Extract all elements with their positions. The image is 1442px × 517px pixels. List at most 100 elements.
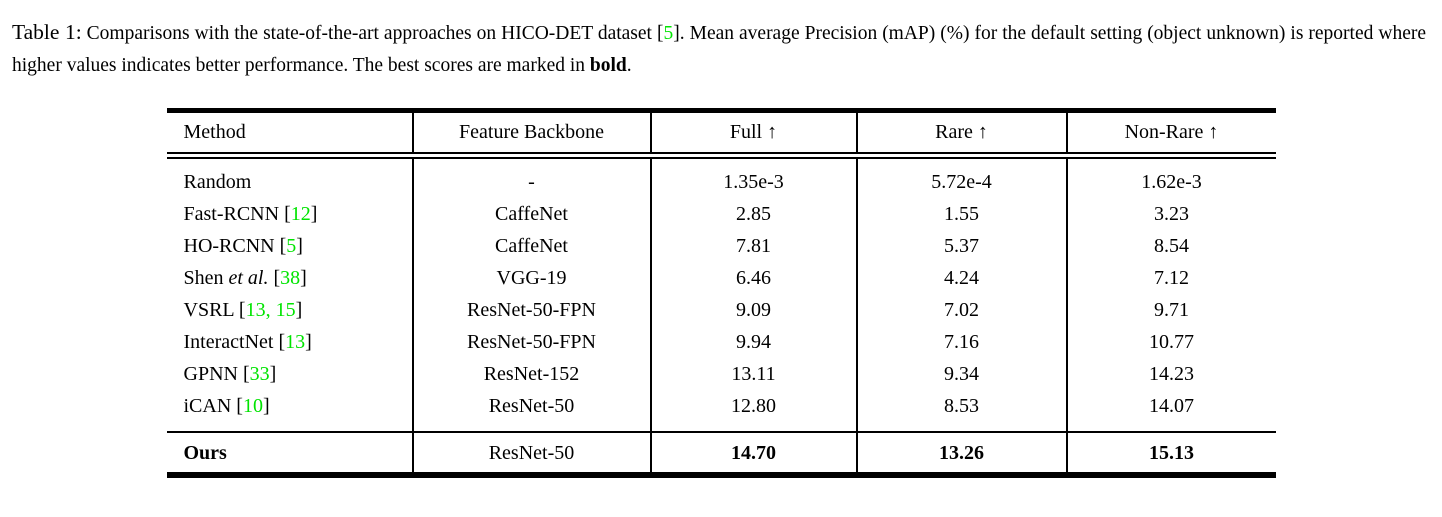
full-cell: 9.94 <box>649 326 857 358</box>
rare-cell: 13.26 <box>855 431 1067 475</box>
table-row: iCAN [10] ResNet-50 12.80 8.53 14.07 <box>167 390 1276 432</box>
method-name: Fast-RCNN <box>183 203 280 225</box>
backbone-cell: ResNet-50-FPN <box>411 326 651 358</box>
header-full: Full ↑ <box>649 110 857 159</box>
caption-label: Table 1: <box>12 20 82 44</box>
method-cell: GPNN [33] <box>167 358 413 390</box>
caption-middle: Mean average Precision (mAP) (%) for the… <box>12 23 1427 76</box>
header-rare: Rare ↑ <box>855 110 1067 159</box>
method-name: InteractNet <box>183 331 274 353</box>
cite-bracket-close: ] <box>262 395 270 417</box>
rare-cell: 8.53 <box>855 390 1067 432</box>
nonrare-cell: 15.13 <box>1065 431 1276 475</box>
method-cell: HO-RCNN [5] <box>167 230 413 262</box>
method-cell: Fast-RCNN [12] <box>167 198 413 230</box>
cite-bracket-open: [ <box>274 235 287 257</box>
rare-cell: 4.24 <box>855 262 1067 294</box>
rare-cell: 5.72e-4 <box>855 155 1067 198</box>
header-non-rare: Non-Rare ↑ <box>1065 110 1276 159</box>
method-name: VSRL <box>183 299 234 321</box>
rare-cell: 5.37 <box>855 230 1067 262</box>
method-name: Shen <box>183 267 224 289</box>
full-cell: 2.85 <box>649 198 857 230</box>
caption-period: . <box>626 55 632 76</box>
nonrare-cell: 8.54 <box>1065 230 1276 262</box>
results-table: Method Feature Backbone Full ↑ Rare ↑ No… <box>166 108 1276 478</box>
ours-row: Ours ResNet-50 14.70 13.26 15.13 <box>166 431 1276 475</box>
header-method: Method <box>166 110 413 159</box>
rare-cell: 1.55 <box>855 198 1067 230</box>
rare-cell: 7.02 <box>855 294 1067 326</box>
table-row: InteractNet [13] ResNet-50-FPN 9.94 7.16… <box>167 326 1276 358</box>
nonrare-cell: 3.23 <box>1065 198 1276 230</box>
backbone-cell: ResNet-152 <box>411 358 651 390</box>
table-row: Fast-RCNN [12] CaffeNet 2.85 1.55 3.23 <box>167 198 1276 230</box>
cite-bracket-open: [ <box>268 267 281 289</box>
full-cell: 12.80 <box>649 390 857 432</box>
backbone-cell: VGG-19 <box>411 262 651 294</box>
table-body: Random - 1.35e-3 5.72e-4 1.62e-3 Fast-RC… <box>167 155 1276 432</box>
caption-cite-bracket-open: [ <box>651 23 664 44</box>
nonrare-cell: 9.71 <box>1065 294 1276 326</box>
table-row: Random - 1.35e-3 5.72e-4 1.62e-3 <box>167 155 1276 199</box>
method-cell: VSRL [13, 15] <box>167 294 413 326</box>
table-header: Method Feature Backbone Full ↑ Rare ↑ No… <box>166 110 1276 159</box>
caption-cite-bracket-close: ]. <box>673 23 685 44</box>
nonrare-cell: 10.77 <box>1065 326 1276 358</box>
full-cell: 13.11 <box>649 358 857 390</box>
method-etal: et al. <box>223 267 269 289</box>
backbone-cell: - <box>411 155 651 198</box>
backbone-cell: ResNet-50 <box>411 431 651 475</box>
table-caption: Table 1: Comparisons with the state-of-t… <box>12 16 1426 82</box>
cite-bracket-open: [ <box>231 395 243 417</box>
method-name: Random <box>183 171 252 193</box>
table-row: Shen et al. [38] VGG-19 6.46 4.24 7.12 <box>167 262 1276 294</box>
cite-bracket-close: ] <box>296 235 303 257</box>
nonrare-cell: 14.23 <box>1065 358 1276 390</box>
cite-bracket-close: ] <box>269 363 277 385</box>
cite-bracket-close: ] <box>310 203 318 225</box>
full-cell: 7.81 <box>649 230 857 262</box>
backbone-cell: ResNet-50 <box>411 390 651 432</box>
citation-link[interactable]: 10 <box>242 395 263 417</box>
full-cell: 6.46 <box>649 262 857 294</box>
citation-link[interactable]: 33 <box>249 363 270 385</box>
citation-link[interactable]: 38 <box>280 267 301 289</box>
method-name: GPNN <box>183 363 238 385</box>
cite-bracket-close: ] <box>305 331 312 353</box>
method-cell: iCAN [10] <box>167 390 413 432</box>
method-name: HO-RCNN <box>183 235 275 257</box>
citation-link[interactable]: 13 <box>285 331 306 353</box>
nonrare-cell: 14.07 <box>1065 390 1276 432</box>
caption-intro: Comparisons with the state-of-the-art ap… <box>81 23 652 44</box>
backbone-cell: CaffeNet <box>411 230 651 262</box>
method-cell: Random <box>167 156 413 199</box>
method-name: iCAN <box>183 395 232 417</box>
cite-bracket-open: [ <box>237 363 250 385</box>
cite-bracket-close: ] <box>300 267 307 289</box>
table-row: GPNN [33] ResNet-152 13.11 9.34 14.23 <box>167 358 1276 390</box>
full-cell: 9.09 <box>649 294 857 326</box>
method-cell: Ours <box>166 431 413 475</box>
rare-cell: 7.16 <box>855 326 1067 358</box>
cite-bracket-close: ] <box>295 299 303 321</box>
header-feature-backbone: Feature Backbone <box>411 110 651 159</box>
full-cell: 1.35e-3 <box>649 155 857 198</box>
citation-link[interactable]: 13, 15 <box>245 299 296 321</box>
backbone-cell: ResNet-50-FPN <box>411 294 651 326</box>
table-row: HO-RCNN [5] CaffeNet 7.81 5.37 8.54 <box>167 230 1276 262</box>
nonrare-cell: 1.62e-3 <box>1065 155 1276 198</box>
full-cell: 14.70 <box>649 431 857 475</box>
table-row: VSRL [13, 15] ResNet-50-FPN 9.09 7.02 9.… <box>167 294 1276 326</box>
caption-citation-link[interactable]: 5 <box>663 23 674 44</box>
method-cell: Shen et al. [38] <box>167 262 413 294</box>
citation-link[interactable]: 12 <box>290 203 311 225</box>
cite-bracket-open: [ <box>233 299 246 321</box>
backbone-cell: CaffeNet <box>411 198 651 230</box>
cite-bracket-open: [ <box>273 331 286 353</box>
citation-link[interactable]: 5 <box>286 235 297 257</box>
cite-bracket-open: [ <box>279 203 291 225</box>
caption-bold-word: bold <box>585 55 627 76</box>
nonrare-cell: 7.12 <box>1065 262 1276 294</box>
method-cell: InteractNet [13] <box>167 326 413 358</box>
